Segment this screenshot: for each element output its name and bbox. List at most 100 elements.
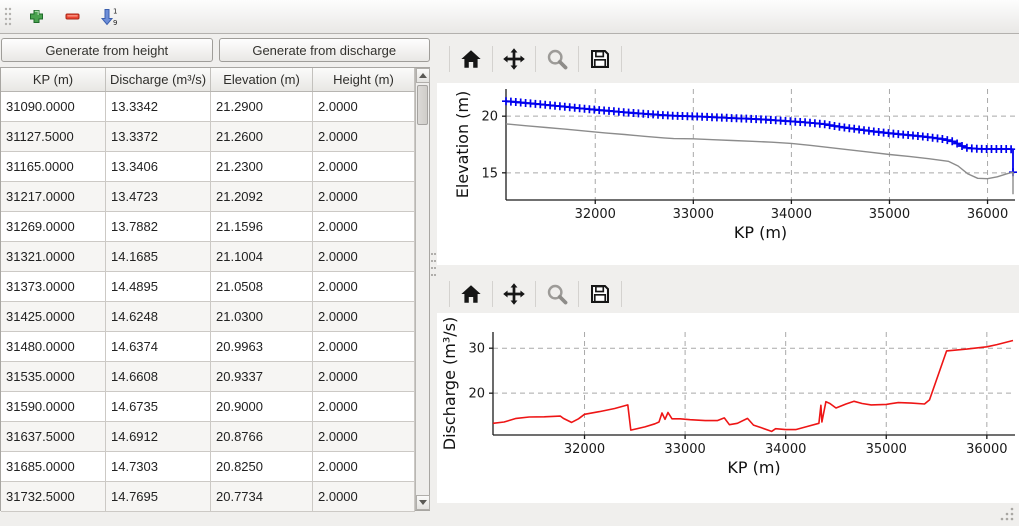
table-cell[interactable]: 2.0000 [313,482,415,512]
table-cell[interactable]: 21.1596 [211,212,313,242]
table-cell[interactable]: 21.0508 [211,272,313,302]
table-cell[interactable]: 31127.5000 [1,122,106,152]
remove-row-button[interactable] [58,4,86,30]
table-cell[interactable]: 21.2900 [211,92,313,122]
pan-button[interactable] [499,44,529,74]
table-row[interactable]: 31321.0000 14.1685 21.1004 2.0000 [1,242,415,272]
table-cell[interactable]: 31165.0000 [1,152,106,182]
table-cell[interactable]: 2.0000 [313,422,415,452]
table-cell[interactable]: 31637.5000 [1,422,106,452]
table-cell[interactable]: 14.6912 [106,422,211,452]
toolbar-separator [578,46,579,72]
table-row[interactable]: 31590.0000 14.6735 20.9000 2.0000 [1,392,415,422]
column-header-0[interactable]: KP (m) [1,68,106,91]
table-row[interactable]: 31685.0000 14.7303 20.8250 2.0000 [1,452,415,482]
table-cell[interactable]: 20.7734 [211,482,313,512]
toolbar-grip-handle[interactable] [2,6,14,28]
table-cell[interactable]: 14.6735 [106,392,211,422]
table-cell[interactable]: 20.9337 [211,362,313,392]
table-cell[interactable]: 14.6248 [106,302,211,332]
table-cell[interactable]: 21.2092 [211,182,313,212]
table-cell[interactable]: 20.8766 [211,422,313,452]
table-cell[interactable]: 2.0000 [313,182,415,212]
table-cell[interactable]: 20.8250 [211,452,313,482]
table-cell[interactable]: 14.1685 [106,242,211,272]
panel-splitter-handle[interactable] [430,35,437,526]
table-cell[interactable]: 2.0000 [313,302,415,332]
generate-from-height-button[interactable]: Generate from height [1,38,213,62]
main-toolbar: 1 9 [0,0,1019,34]
table-cell[interactable]: 21.0300 [211,302,313,332]
table-cell[interactable]: 20.9000 [211,392,313,422]
table-vertical-scrollbar[interactable] [415,68,430,510]
table-row[interactable]: 31535.0000 14.6608 20.9337 2.0000 [1,362,415,392]
home-button[interactable] [456,44,486,74]
table-row[interactable]: 31127.5000 13.3372 21.2600 2.0000 [1,122,415,152]
table-cell[interactable]: 13.4723 [106,182,211,212]
save-figure-button[interactable] [585,279,615,309]
table-cell[interactable]: 14.6374 [106,332,211,362]
table-cell[interactable]: 14.7303 [106,452,211,482]
table-row[interactable]: 31480.0000 14.6374 20.9963 2.0000 [1,332,415,362]
scrollbar-up-button[interactable] [416,68,430,83]
table-cell[interactable]: 2.0000 [313,392,415,422]
table-cell[interactable]: 14.7695 [106,482,211,512]
scrollbar-down-button[interactable] [416,495,430,510]
plus-icon [29,10,43,23]
table-cell[interactable]: 31090.0000 [1,92,106,122]
discharge-chart-canvas[interactable]: 32000 33000 34000 35000 36000 20 30 KP (m) Disch… [437,313,1019,503]
table-cell[interactable]: 31321.0000 [1,242,106,272]
table-row[interactable]: 31373.0000 14.4895 21.0508 2.0000 [1,272,415,302]
table-cell[interactable]: 2.0000 [313,452,415,482]
add-row-button[interactable] [22,4,50,30]
table-cell[interactable]: 31732.5000 [1,482,106,512]
table-cell[interactable]: 13.3342 [106,92,211,122]
table-row[interactable]: 31732.5000 14.7695 20.7734 2.0000 [1,482,415,512]
window-resize-grip[interactable] [998,505,1016,523]
table-cell[interactable]: 2.0000 [313,242,415,272]
table-cell[interactable]: 31480.0000 [1,332,106,362]
column-header-3[interactable]: Height (m) [313,68,415,91]
table-cell[interactable]: 31535.0000 [1,362,106,392]
column-header-1[interactable]: Discharge (m³/s) [106,68,211,91]
home-button[interactable] [456,279,486,309]
table-cell[interactable]: 2.0000 [313,362,415,392]
table-cell[interactable]: 20.9963 [211,332,313,362]
table-cell[interactable]: 31373.0000 [1,272,106,302]
table-cell[interactable]: 13.3406 [106,152,211,182]
table-cell[interactable]: 2.0000 [313,272,415,302]
table-cell[interactable]: 2.0000 [313,212,415,242]
table-cell[interactable]: 13.3372 [106,122,211,152]
table-cell[interactable]: 2.0000 [313,332,415,362]
zoom-rect-button[interactable] [542,44,572,74]
table-cell[interactable]: 21.2600 [211,122,313,152]
table-cell[interactable]: 21.1004 [211,242,313,272]
table-cell[interactable]: 31217.0000 [1,182,106,212]
home-icon [461,50,481,68]
save-figure-button[interactable] [585,44,615,74]
table-row[interactable]: 31090.0000 13.3342 21.2900 2.0000 [1,92,415,122]
zoom-rect-button[interactable] [542,279,572,309]
table-cell[interactable]: 31269.0000 [1,212,106,242]
table-cell[interactable]: 13.7882 [106,212,211,242]
table-cell[interactable]: 31425.0000 [1,302,106,332]
sort-ascending-button[interactable]: 1 9 [94,4,122,30]
table-row[interactable]: 31217.0000 13.4723 21.2092 2.0000 [1,182,415,212]
table-cell[interactable]: 2.0000 [313,152,415,182]
table-row[interactable]: 31425.0000 14.6248 21.0300 2.0000 [1,302,415,332]
table-cell[interactable]: 21.2300 [211,152,313,182]
scrollbar-thumb[interactable] [417,85,428,125]
table-cell[interactable]: 2.0000 [313,122,415,152]
table-row[interactable]: 31269.0000 13.7882 21.1596 2.0000 [1,212,415,242]
table-cell[interactable]: 31685.0000 [1,452,106,482]
elevation-chart-canvas[interactable]: 32000 33000 34000 35000 36000 15 20 KP (m) Eleva… [437,83,1019,265]
pan-button[interactable] [499,279,529,309]
table-cell[interactable]: 31590.0000 [1,392,106,422]
table-row[interactable]: 31165.0000 13.3406 21.2300 2.0000 [1,152,415,182]
table-cell[interactable]: 14.6608 [106,362,211,392]
generate-from-discharge-button[interactable]: Generate from discharge [218,38,430,62]
table-row[interactable]: 31637.5000 14.6912 20.8766 2.0000 [1,422,415,452]
table-cell[interactable]: 14.4895 [106,272,211,302]
column-header-2[interactable]: Elevation (m) [211,68,313,91]
table-cell[interactable]: 2.0000 [313,92,415,122]
